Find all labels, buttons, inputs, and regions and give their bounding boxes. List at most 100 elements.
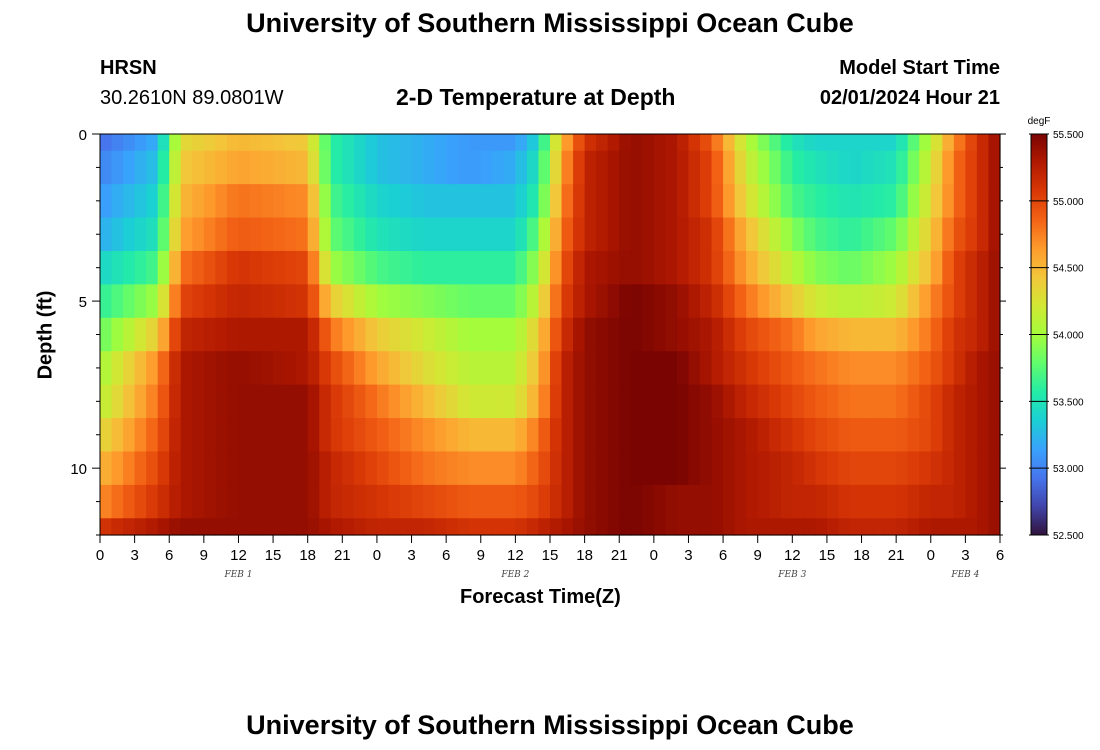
- heatmap-cell: [976, 317, 990, 352]
- heatmap-cell: [988, 384, 1001, 419]
- heatmap-cell: [180, 518, 193, 536]
- heatmap-cell: [123, 351, 136, 386]
- heatmap-cell: [769, 451, 782, 486]
- heatmap-cell: [584, 184, 597, 219]
- heatmap-cell: [665, 484, 678, 519]
- heatmap-cell: [111, 250, 124, 285]
- heatmap-cell: [342, 184, 355, 219]
- heatmap-cell: [596, 134, 609, 152]
- heatmap-cell: [319, 418, 332, 453]
- heatmap-cell: [157, 351, 170, 386]
- heatmap-cell: [642, 250, 655, 285]
- heatmap-cell: [376, 317, 390, 352]
- heatmap-cell: [988, 184, 1001, 219]
- heatmap-cell: [596, 418, 609, 453]
- heatmap-cell: [250, 284, 263, 319]
- heatmap-cell: [988, 518, 1001, 536]
- heatmap-cell: [896, 451, 909, 486]
- heatmap-cell: [550, 484, 563, 519]
- heatmap-cell: [850, 150, 863, 185]
- heatmap-cell: [930, 351, 943, 386]
- heatmap-cell: [630, 184, 643, 219]
- heatmap-cell: [723, 518, 736, 536]
- heatmap-cell: [965, 250, 978, 285]
- heatmap-cell: [884, 351, 897, 386]
- heatmap-cell: [388, 384, 401, 419]
- heatmap-cell: [838, 217, 851, 252]
- heatmap-cell: [550, 150, 563, 185]
- heatmap-cell: [111, 284, 124, 319]
- heatmap-cell: [942, 284, 955, 319]
- heatmap-cell: [284, 134, 297, 152]
- heatmap-cell: [746, 484, 759, 519]
- heatmap-cell: [734, 418, 747, 453]
- heatmap-cell: [873, 484, 886, 519]
- heatmap-cell: [492, 518, 505, 536]
- heatmap-cell: [250, 518, 263, 536]
- heatmap-cell: [434, 184, 447, 219]
- heatmap-cell: [573, 518, 586, 536]
- heatmap-cell: [734, 484, 747, 519]
- x-tick-label: 21: [888, 547, 905, 564]
- x-tick-label: 0: [927, 547, 935, 564]
- heatmap-cell: [250, 217, 263, 252]
- heatmap-cell: [284, 317, 297, 352]
- heatmap-cell: [676, 217, 690, 252]
- heatmap-cell: [538, 451, 551, 486]
- heatmap-cell: [457, 518, 470, 536]
- heatmap-cell: [423, 134, 436, 152]
- heatmap-cell: [503, 150, 516, 185]
- colorbar-tick-label: 54.500: [1053, 264, 1084, 275]
- heatmap-cell: [157, 150, 170, 185]
- heatmap-cell: [873, 134, 886, 152]
- heatmap-cell: [953, 384, 966, 419]
- heatmap-cell: [434, 150, 447, 185]
- heatmap-cell: [826, 384, 840, 419]
- heatmap-cell: [146, 384, 159, 419]
- heatmap-cell: [746, 351, 759, 386]
- heatmap-cell: [630, 317, 643, 352]
- heatmap-cell: [526, 284, 540, 319]
- heatmap-cell: [307, 451, 320, 486]
- heatmap-cell: [261, 451, 274, 486]
- heatmap-cell: [134, 484, 147, 519]
- y-axis-label: Depth (ft): [34, 290, 57, 380]
- heatmap-cell: [930, 384, 943, 419]
- heatmap-cell: [896, 284, 909, 319]
- heatmap-cell: [169, 384, 182, 419]
- heatmap-cell: [873, 184, 886, 219]
- heatmap-cell: [550, 351, 563, 386]
- heatmap-cell: [515, 351, 528, 386]
- heatmap-cell: [226, 150, 240, 185]
- heatmap-cell: [653, 317, 666, 352]
- heatmap-cell: [676, 451, 690, 486]
- heatmap-cell: [861, 317, 874, 352]
- heatmap-cell: [100, 250, 113, 285]
- heatmap-cell: [850, 184, 863, 219]
- heatmap-cell: [169, 451, 182, 486]
- heatmap-cell: [180, 184, 193, 219]
- heatmap-cell: [134, 518, 147, 536]
- heatmap-cell: [146, 184, 159, 219]
- heatmap-cell: [353, 351, 366, 386]
- heatmap-cell: [296, 150, 309, 185]
- heatmap-cell: [561, 150, 574, 185]
- heatmap-cell: [584, 317, 597, 352]
- heatmap-cell: [480, 250, 493, 285]
- heatmap-cell: [850, 451, 863, 486]
- heatmap-cell: [180, 484, 193, 519]
- heatmap-cell: [353, 484, 366, 519]
- heatmap-cell: [584, 250, 597, 285]
- heatmap-cell: [123, 217, 136, 252]
- heatmap-cell: [780, 451, 793, 486]
- heatmap-cell: [619, 250, 632, 285]
- heatmap-cell: [780, 150, 793, 185]
- heatmap-cell: [353, 317, 366, 352]
- heatmap-cell: [388, 184, 401, 219]
- heatmap-cell: [688, 484, 701, 519]
- heatmap-cell: [250, 250, 263, 285]
- heatmap-cell: [469, 484, 482, 519]
- heatmap-cell: [561, 418, 574, 453]
- heatmap-cell: [873, 451, 886, 486]
- heatmap-cell: [388, 217, 401, 252]
